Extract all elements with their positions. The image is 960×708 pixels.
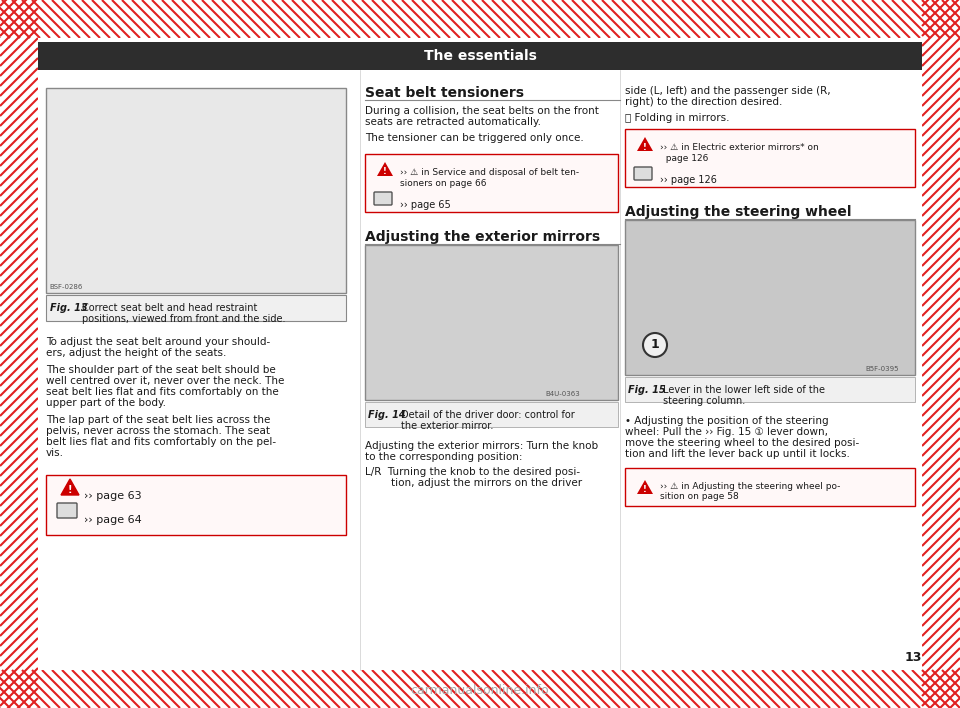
Text: pelvis, never across the stomach. The seat: pelvis, never across the stomach. The se… <box>46 426 270 436</box>
FancyBboxPatch shape <box>374 192 392 205</box>
Text: The essentials: The essentials <box>423 49 537 63</box>
Polygon shape <box>377 162 393 176</box>
Polygon shape <box>637 137 653 151</box>
Text: B5F-0395: B5F-0395 <box>865 366 899 372</box>
Text: to the corresponding position:: to the corresponding position: <box>365 452 522 462</box>
Text: side (L, left) and the passenger side (R,: side (L, left) and the passenger side (R… <box>625 86 830 96</box>
Text: B4U-0363: B4U-0363 <box>545 391 580 397</box>
Bar <box>38 38 922 670</box>
Text: page 126: page 126 <box>660 154 708 163</box>
Text: Fig. 13: Fig. 13 <box>50 303 87 313</box>
Text: !: ! <box>383 168 387 176</box>
Bar <box>46 475 346 535</box>
Polygon shape <box>637 480 653 494</box>
Text: The lap part of the seat belt lies across the: The lap part of the seat belt lies acros… <box>46 415 271 425</box>
Bar <box>0 0 960 38</box>
Text: well centred over it, never over the neck. The: well centred over it, never over the nec… <box>46 376 284 386</box>
Text: sioners on page 66: sioners on page 66 <box>400 179 487 188</box>
Text: tion and lift the lever back up until it locks.: tion and lift the lever back up until it… <box>625 449 850 459</box>
Text: BSF-0286: BSF-0286 <box>49 284 83 290</box>
Text: 13: 13 <box>904 651 922 664</box>
Bar <box>625 377 915 402</box>
Text: Adjusting the steering wheel: Adjusting the steering wheel <box>625 205 852 219</box>
Text: !: ! <box>643 486 647 494</box>
Text: ›› page 65: ›› page 65 <box>400 200 451 210</box>
Bar <box>625 468 915 506</box>
Bar <box>625 129 915 187</box>
Text: Detail of the driver door: control for: Detail of the driver door: control for <box>401 410 575 420</box>
Bar <box>0 0 38 708</box>
Bar <box>922 0 960 708</box>
Bar <box>365 402 618 427</box>
Text: the exterior mirror.: the exterior mirror. <box>401 421 493 431</box>
Bar <box>38 42 922 70</box>
Text: ›› ⚠ in Electric exterior mirrors* on: ›› ⚠ in Electric exterior mirrors* on <box>660 143 819 152</box>
Bar <box>46 88 346 293</box>
Text: wheel: Pull the ›› Fig. 15 ① lever down,: wheel: Pull the ›› Fig. 15 ① lever down, <box>625 427 828 437</box>
FancyBboxPatch shape <box>634 167 652 180</box>
Text: sition on page 58: sition on page 58 <box>660 492 739 501</box>
Bar <box>365 154 618 212</box>
Text: To adjust the seat belt around your should-: To adjust the seat belt around your shou… <box>46 337 271 347</box>
Text: vis.: vis. <box>46 448 64 458</box>
Text: ›› page 63: ›› page 63 <box>84 491 142 501</box>
Text: positions, viewed from front and the side.: positions, viewed from front and the sid… <box>82 314 285 324</box>
Text: tion, adjust the mirrors on the driver: tion, adjust the mirrors on the driver <box>365 478 582 488</box>
Text: move the steering wheel to the desired posi-: move the steering wheel to the desired p… <box>625 438 859 448</box>
Text: ›› ⚠ in Adjusting the steering wheel po-: ›› ⚠ in Adjusting the steering wheel po- <box>660 482 840 491</box>
Bar <box>365 245 618 400</box>
Text: Adjusting the exterior mirrors: Adjusting the exterior mirrors <box>365 230 600 244</box>
Text: L/R  Turning the knob to the desired posi-: L/R Turning the knob to the desired posi… <box>365 467 580 477</box>
Text: Seat belt tensioners: Seat belt tensioners <box>365 86 524 100</box>
Text: The tensioner can be triggered only once.: The tensioner can be triggered only once… <box>365 133 584 143</box>
Text: !: ! <box>643 142 647 152</box>
Bar <box>625 220 915 375</box>
Text: The shoulder part of the seat belt should be: The shoulder part of the seat belt shoul… <box>46 365 276 375</box>
Text: right) to the direction desired.: right) to the direction desired. <box>625 97 782 107</box>
Polygon shape <box>61 479 79 495</box>
Text: ⨽ Folding in mirrors.: ⨽ Folding in mirrors. <box>625 113 730 123</box>
Text: Adjusting the exterior mirrors: Turn the knob: Adjusting the exterior mirrors: Turn the… <box>365 441 598 451</box>
Text: upper part of the body.: upper part of the body. <box>46 398 166 408</box>
Text: During a collision, the seat belts on the front: During a collision, the seat belts on th… <box>365 106 599 116</box>
Text: carmanualsonline.info: carmanualsonline.info <box>411 683 549 697</box>
Text: seats are retracted automatically.: seats are retracted automatically. <box>365 117 541 127</box>
Text: • Adjusting the position of the steering: • Adjusting the position of the steering <box>625 416 828 426</box>
Text: steering column.: steering column. <box>663 396 745 406</box>
Text: Fig. 14: Fig. 14 <box>368 410 406 420</box>
Bar <box>46 295 346 321</box>
Text: Lever in the lower left side of the: Lever in the lower left side of the <box>663 385 825 395</box>
Bar <box>0 670 960 708</box>
Circle shape <box>643 333 667 357</box>
Text: !: ! <box>68 485 72 495</box>
Text: belt lies flat and fits comfortably on the pel-: belt lies flat and fits comfortably on t… <box>46 437 276 447</box>
Text: Fig. 15: Fig. 15 <box>628 385 665 395</box>
Text: ›› ⚠ in Service and disposal of belt ten-: ›› ⚠ in Service and disposal of belt ten… <box>400 168 579 177</box>
Text: ers, adjust the height of the seats.: ers, adjust the height of the seats. <box>46 348 227 358</box>
Text: 1: 1 <box>651 338 660 351</box>
Text: ›› page 126: ›› page 126 <box>660 175 717 185</box>
Text: seat belt lies flat and fits comfortably on the: seat belt lies flat and fits comfortably… <box>46 387 278 397</box>
Text: ›› page 64: ›› page 64 <box>84 515 142 525</box>
Bar <box>0 0 960 38</box>
FancyBboxPatch shape <box>57 503 77 518</box>
Text: Correct seat belt and head restraint: Correct seat belt and head restraint <box>82 303 257 313</box>
